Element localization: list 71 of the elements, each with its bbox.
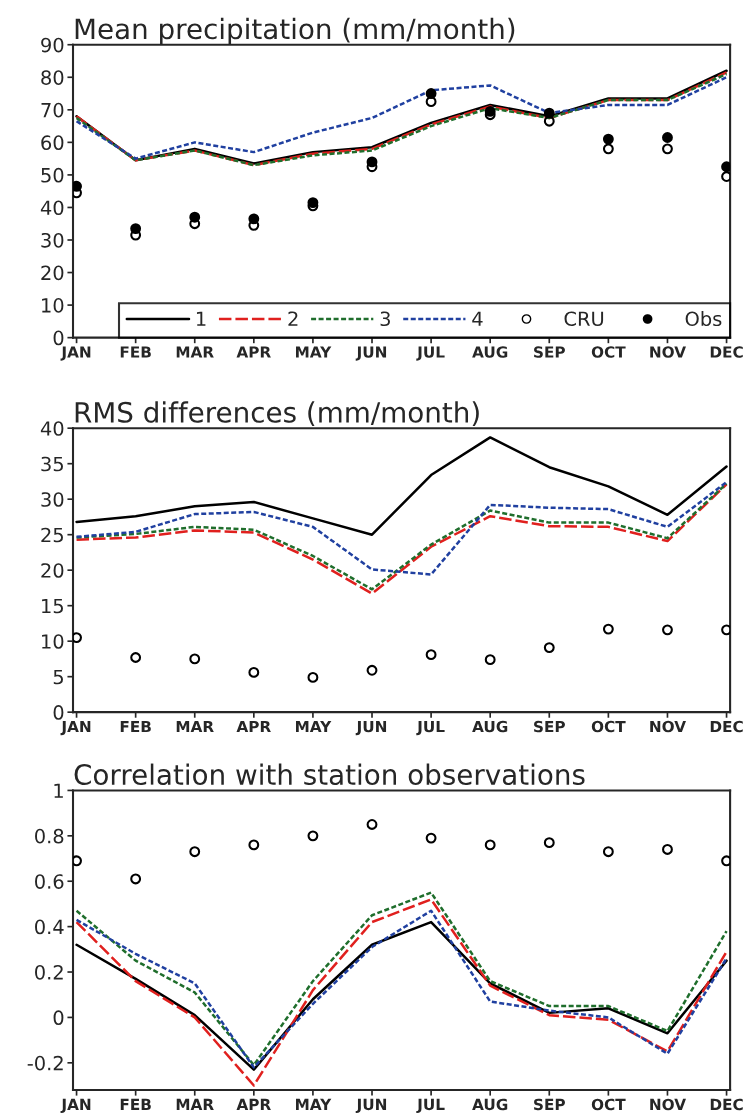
y-tick-label: 50 — [41, 167, 64, 183]
x-tick-label: MAY — [296, 346, 332, 358]
x-tick-label: JUN — [355, 720, 387, 736]
y-tick-label: 5 — [53, 669, 63, 685]
y-tick-label: 10 — [42, 634, 64, 649]
x-tick-label: FEB — [120, 1098, 151, 1110]
x-tick-label: MAY — [296, 720, 332, 733]
y-tick-label: 90 — [41, 37, 64, 53]
x-tick-label: JUL — [416, 720, 445, 736]
y-tick-label: 40 — [40, 200, 64, 216]
y-tick-label: 0 — [53, 1010, 64, 1026]
x-tick-label: JAN — [60, 1098, 91, 1114]
y-tick-label: 15 — [42, 598, 63, 614]
y-tick-label: 0.2 — [35, 964, 63, 980]
x-tick-label: MAR — [176, 1098, 214, 1110]
x-tick-label: FEB — [120, 720, 151, 733]
chart-title: Mean precipitation (mm/month) — [75, 17, 515, 45]
chart-title: RMS differences (mm/month) — [75, 401, 479, 427]
x-tick-label: NOV — [650, 720, 686, 733]
y-tick-label: 0.4 — [35, 919, 64, 935]
x-tick-label: OCT — [591, 346, 626, 358]
y-tick-label: 40 — [40, 421, 64, 436]
x-tick-label: MAR — [176, 720, 214, 733]
legend-label: Obs — [685, 311, 722, 327]
y-tick-label: 80 — [41, 70, 64, 85]
y-tick-label: 10 — [42, 298, 64, 313]
legend-label: 1 — [196, 311, 206, 326]
y-tick-label: 25 — [41, 527, 63, 543]
x-tick-label: APR — [236, 346, 271, 358]
x-tick-label: OCT — [591, 720, 626, 733]
y-tick-label: 0.6 — [35, 874, 64, 889]
x-tick-label: JAN — [60, 346, 91, 361]
y-tick-label: 35 — [41, 456, 63, 472]
y-tick-label: 30 — [41, 492, 64, 507]
legend-label: CRU — [564, 311, 604, 327]
x-tick-label: APR — [236, 1098, 271, 1110]
x-tick-label: JUN — [355, 346, 387, 361]
x-tick-label: NOV — [650, 1098, 686, 1111]
y-tick-label: 1 — [54, 783, 63, 798]
y-tick-label: 70 — [41, 102, 64, 118]
y-tick-label: 0 — [53, 705, 64, 720]
x-tick-label: JUN — [355, 1098, 387, 1114]
x-tick-label: JAN — [60, 720, 91, 736]
x-tick-label: MAR — [176, 346, 214, 358]
y-tick-label: 20 — [41, 563, 64, 578]
legend-label: 4 — [472, 311, 483, 326]
legend-label: 2 — [288, 311, 298, 326]
legend-label: 3 — [380, 311, 390, 327]
x-tick-label: DEC — [710, 720, 743, 733]
y-tick-label: -0.2 — [27, 1055, 63, 1071]
x-tick-label: SEP — [534, 346, 565, 358]
x-tick-label: NOV — [650, 346, 686, 358]
x-tick-label: JUL — [416, 346, 445, 361]
x-tick-label: AUG — [472, 720, 508, 733]
x-tick-label: JUL — [416, 1098, 445, 1114]
chart-title: Correlation with station observations — [74, 763, 585, 786]
y-tick-label: 60 — [41, 135, 64, 151]
y-tick-label: 0 — [53, 330, 64, 346]
x-tick-label: DEC — [710, 346, 743, 358]
x-tick-label: SEP — [534, 1098, 565, 1111]
x-tick-label: AUG — [472, 346, 508, 358]
y-tick-label: 20 — [41, 265, 64, 281]
x-tick-label: DEC — [710, 1098, 743, 1111]
x-tick-label: MAY — [296, 1098, 332, 1110]
y-tick-label: 30 — [41, 232, 64, 248]
x-tick-label: SEP — [534, 720, 565, 733]
x-tick-label: OCT — [591, 1098, 626, 1111]
x-tick-label: APR — [236, 720, 271, 733]
y-tick-label: 0.8 — [35, 828, 64, 844]
x-tick-label: FEB — [120, 346, 151, 358]
x-tick-label: AUG — [472, 1098, 508, 1111]
